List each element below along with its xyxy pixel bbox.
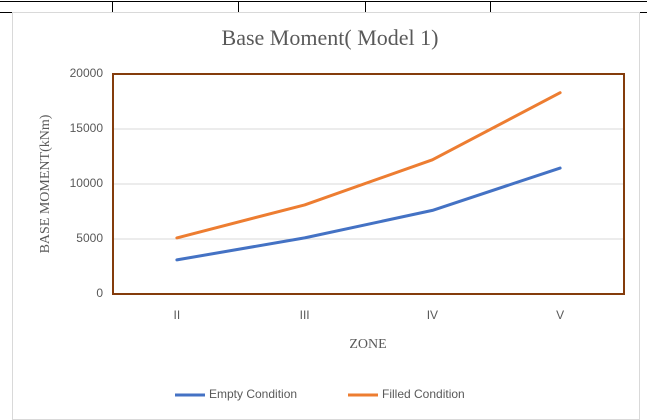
y-tick-label: 15000 [70,121,104,135]
x-tick-label: IV [427,308,438,322]
sheet-cells [0,1,647,13]
y-axis-label: BASE MOMENT(kNm) [38,114,53,253]
x-tick-label: III [300,308,310,322]
x-tick-label: V [556,308,564,322]
x-axis-label: ZONE [349,337,386,352]
data-line [175,166,562,262]
plot-frame [112,73,625,295]
chart-frame [12,12,640,420]
legend-label: Filled Condition [382,387,465,401]
y-tick-label: 5000 [76,231,103,245]
y-tick-label: 0 [96,286,103,300]
legend-label: Empty Condition [209,387,297,401]
y-tick-label: 10000 [70,176,104,190]
x-tick-label: II [174,308,181,322]
y-tick-label: 20000 [70,66,104,80]
chart-title: Base Moment( Model 1) [222,25,439,50]
data-line [175,91,562,240]
